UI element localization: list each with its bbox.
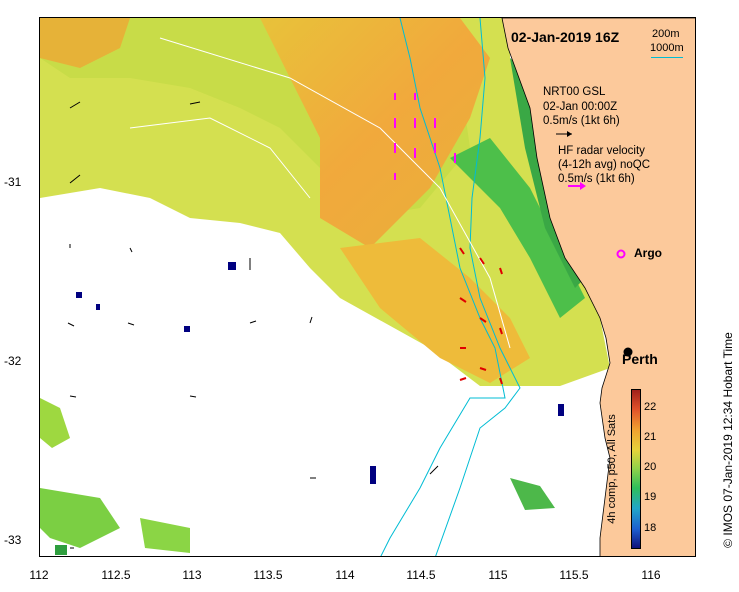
sst-map[interactable] xyxy=(39,17,696,557)
colorbar-tick: 18 xyxy=(644,522,657,534)
y-tick-label: -32 xyxy=(4,354,22,368)
colorbar-tick: 21 xyxy=(644,431,657,443)
city-label-perth: Perth xyxy=(622,351,658,367)
sst-colorbar xyxy=(631,389,641,549)
depth-label-1000: 1000m xyxy=(650,42,684,54)
y-tick-label: -33 xyxy=(4,533,22,547)
land-mass xyxy=(501,18,695,556)
x-tick-label: 116 xyxy=(641,568,661,582)
colorbar-tick: 22 xyxy=(644,401,657,413)
x-tick-label: 113 xyxy=(182,568,202,582)
depth-label-200: 200m xyxy=(652,28,680,40)
colorbar-tick: 20 xyxy=(644,461,657,473)
x-tick-label: 114 xyxy=(335,568,355,582)
y-tick-label: -31 xyxy=(4,175,22,189)
hf-legend-line: 0.5m/s (1kt 6h) xyxy=(558,173,635,185)
x-tick-label: 112 xyxy=(29,568,49,582)
x-tick-label: 114.5 xyxy=(406,568,436,582)
map-canvas xyxy=(40,18,695,556)
gsl-arrows xyxy=(67,101,439,549)
gsl-legend-arrow-icon xyxy=(556,131,572,137)
sst-field xyxy=(40,18,610,555)
isobath-lines xyxy=(129,37,511,349)
gsl-legend-line: 0.5m/s (1kt 6h) xyxy=(543,115,620,127)
colorbar-tick: 19 xyxy=(644,491,657,503)
colorbar-label: 4h comp, p50, All Sats xyxy=(606,414,618,524)
perth-marker xyxy=(623,347,633,357)
gsl-legend-line: 02-Jan 00:00Z xyxy=(543,101,618,113)
hf-radar-arrows-red xyxy=(459,247,503,385)
x-tick-label: 113.5 xyxy=(253,568,283,582)
x-tick-label: 115 xyxy=(488,568,508,582)
hf-legend-line: HF radar velocity xyxy=(558,145,645,157)
argo-marker xyxy=(616,249,626,259)
x-tick-label: 115.5 xyxy=(559,568,589,582)
hf-legend-arrow-icon xyxy=(568,182,586,190)
hf-radar-arrows xyxy=(394,93,456,180)
argo-label: Argo xyxy=(634,246,662,260)
gsl-legend-line: NRT00 GSL xyxy=(543,86,606,98)
map-title: 02-Jan-2019 16Z xyxy=(511,29,620,45)
depth-contour-swatch xyxy=(651,57,683,58)
depth-contours xyxy=(380,18,521,556)
hf-legend-line: (4-12h avg) noQC xyxy=(558,159,651,171)
x-tick-label: 112.5 xyxy=(101,568,131,582)
credit-text: © IMOS 07-Jan-2019 12:34 Hobart Time xyxy=(721,332,735,548)
